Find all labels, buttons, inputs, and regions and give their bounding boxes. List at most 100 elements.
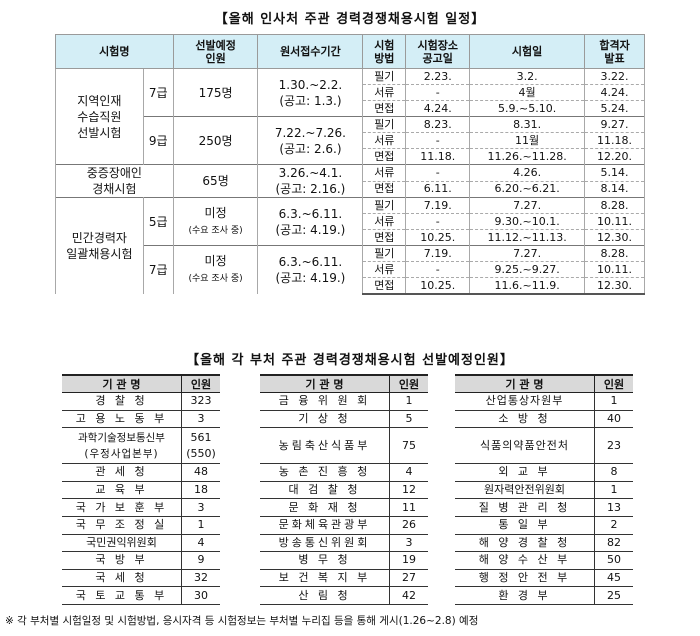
planned-count: 175명 xyxy=(172,68,259,117)
org-count: 1 xyxy=(389,392,428,411)
table-row: 원자력안전위원회 1 xyxy=(455,481,633,500)
table-row: 해 양 경 찰 청 82 xyxy=(455,534,633,553)
result-date: 4.24. xyxy=(584,84,645,101)
result-date: 9.27. xyxy=(584,116,645,133)
planned-count: 250명 xyxy=(172,116,259,165)
header-planned: 선발예정 인원 xyxy=(172,34,259,69)
grade: 7급 xyxy=(142,68,174,117)
header-org: 기 관 명 xyxy=(260,374,390,393)
org-count: 3 xyxy=(181,410,220,429)
announce-date: 7.19. xyxy=(405,245,471,262)
announce-date: 8.23. xyxy=(405,116,471,133)
table-row: 국 토 교 통 부 30 xyxy=(62,586,220,605)
org-name: 식품의약품안전처 xyxy=(455,427,595,465)
announce-date: 10.25. xyxy=(405,277,471,295)
table-row: 식품의약품안전처 23 xyxy=(455,427,633,465)
table-row: 방송통신위원회 3 xyxy=(260,534,428,553)
org-name: 방송통신위원회 xyxy=(260,534,390,553)
org-count: 18 xyxy=(181,481,220,500)
org-name: 소 방 청 xyxy=(455,410,595,429)
announce-date: 11.18. xyxy=(405,148,471,165)
org-count: 11 xyxy=(389,498,428,517)
org-name: 경 찰 청 xyxy=(62,392,182,411)
org-count: 12 xyxy=(389,481,428,500)
exam-schedule-table: 시험명 선발예정 인원 원서접수기간 시험 방법 시험장소 공고일 시험일 합격자 발표… xyxy=(55,34,645,295)
org-count: 26 xyxy=(389,516,428,535)
footnote: ※ 각 부처별 시험일정 및 시험방법, 응시자격 등 시험정보는 부처별 누리… xyxy=(5,615,479,627)
org-name: 원자력안전위원회 xyxy=(455,481,595,500)
announce-date: 10.25. xyxy=(405,229,471,246)
result-date: 3.22. xyxy=(584,68,645,85)
org-name: 문화체육관광부 xyxy=(260,516,390,535)
org-count: 48 xyxy=(181,463,220,482)
org-count: 3 xyxy=(181,498,220,517)
exam-date: 6.20.~6.21. xyxy=(469,180,586,198)
result-date: 8.28. xyxy=(584,245,645,262)
method: 면접 xyxy=(362,229,407,246)
planned-count: 65명 xyxy=(172,164,259,198)
org-name: 산업통상자원부 xyxy=(455,392,595,411)
org-count: 30 xyxy=(181,586,220,605)
table-row: 대 검 찰 청 12 xyxy=(260,481,428,500)
announce-date: 7.19. xyxy=(405,197,471,214)
application-period: 6.3.~6.11. (공고: 4.19.) xyxy=(257,197,364,246)
method: 필기 xyxy=(362,68,407,85)
header-exam-date: 시험일 xyxy=(469,34,586,69)
method: 서류 xyxy=(362,261,407,278)
table-row: 농림축산식품부 75 xyxy=(260,427,428,465)
result-date: 8.28. xyxy=(584,197,645,214)
staffing-table-3: 기 관 명 인원 산업통상자원부 1 소 방 청 40 식품의약품안전처 23 외 교 … xyxy=(455,374,633,605)
exam-date: 5.9.~5.10. xyxy=(469,100,586,117)
announce-date: - xyxy=(405,84,471,101)
org-name: 교 육 부 xyxy=(62,481,182,500)
org-name: 국 세 청 xyxy=(62,569,182,588)
table-row: 소 방 청 40 xyxy=(455,410,633,429)
org-count: 4 xyxy=(181,534,220,553)
org-count: 75 xyxy=(389,427,428,465)
table-row: 병 무 청 19 xyxy=(260,551,428,570)
staffing-title: 【올해 각 부처 주관 경력경쟁채용시험 선발예정인원】 xyxy=(186,353,514,368)
announce-date: - xyxy=(405,213,471,230)
header-method: 시험 방법 xyxy=(362,34,407,69)
exam-name-disabled: 중증장애인 경채시험 xyxy=(55,164,174,198)
method: 서류 xyxy=(362,84,407,101)
org-count: 3 xyxy=(389,534,428,553)
exam-date: 8.31. xyxy=(469,116,586,133)
header-num: 인원 xyxy=(181,374,220,393)
header-application: 원서접수기간 xyxy=(257,34,364,69)
table-row: 해 양 수 산 부 50 xyxy=(455,551,633,570)
exam-date: 4월 xyxy=(469,84,586,101)
org-name: 대 검 찰 청 xyxy=(260,481,390,500)
header-announce: 시험장소 공고일 xyxy=(405,34,471,69)
table-row: 교 육 부 18 xyxy=(62,481,220,500)
exam-date: 11월 xyxy=(469,132,586,149)
announce-date: - xyxy=(405,164,471,181)
planned-count: 미정 (수요 조사 중) xyxy=(172,197,259,246)
org-count: 323 xyxy=(181,392,220,411)
org-name: 질 병 관 리 청 xyxy=(455,498,595,517)
table-row: 문 화 재 청 11 xyxy=(260,498,428,517)
org-name: 과학기술정보통신부 (우정사업본부) xyxy=(62,427,182,465)
header-org: 기 관 명 xyxy=(455,374,595,393)
result-date: 11.18. xyxy=(584,132,645,149)
grade: 5급 xyxy=(142,197,174,246)
org-name: 병 무 청 xyxy=(260,551,390,570)
org-count: 45 xyxy=(594,569,633,588)
exam-date: 7.27. xyxy=(469,245,586,262)
org-count: 1 xyxy=(181,516,220,535)
header-exam: 시험명 xyxy=(55,34,174,69)
org-count: 4 xyxy=(389,463,428,482)
org-count: 8 xyxy=(594,463,633,482)
grade: 9급 xyxy=(142,116,174,165)
application-period: 3.26.~4.1. (공고: 2.16.) xyxy=(257,164,364,198)
header-num: 인원 xyxy=(389,374,428,393)
table-row: 행 정 안 전 부 45 xyxy=(455,569,633,588)
org-name: 외 교 부 xyxy=(455,463,595,482)
grade: 7급 xyxy=(142,245,174,294)
org-count: 32 xyxy=(181,569,220,588)
